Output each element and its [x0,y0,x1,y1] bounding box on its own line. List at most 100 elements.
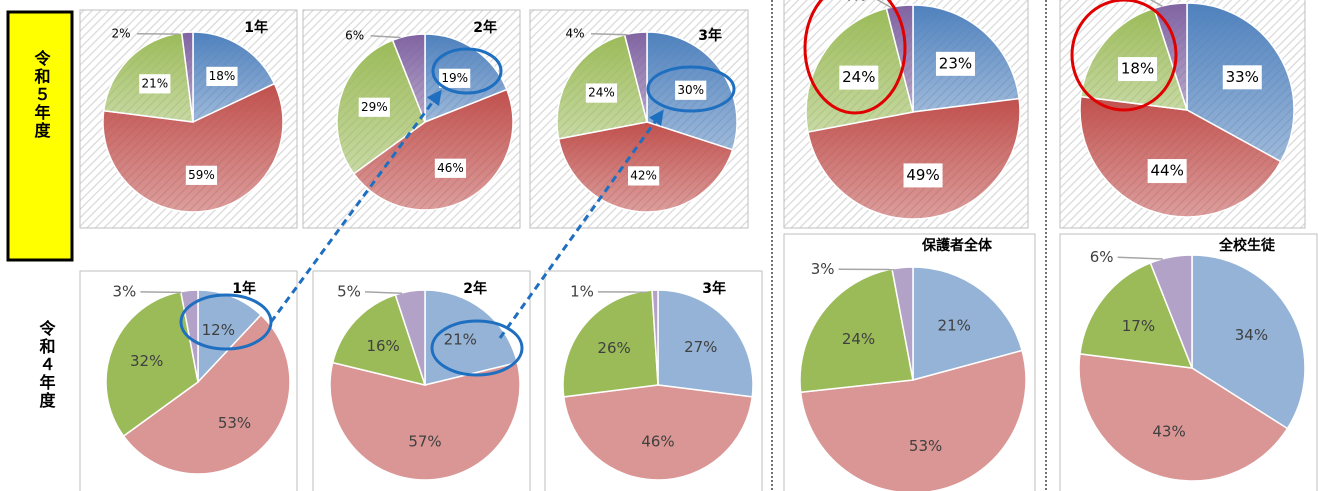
chart-title: 1年 [244,19,268,36]
label-box [1118,57,1158,82]
data-label: 12% [202,321,235,339]
pie-slice [912,266,1023,381]
label-box [185,165,218,185]
data-label: 44% [1150,162,1183,180]
data-label: 2% [111,26,130,40]
data-label: 3% [811,260,835,278]
label-box [439,68,471,88]
pie-slice [799,268,914,394]
data-label: 6% [1090,248,1114,266]
leader-line [364,291,403,294]
annotations [179,0,1178,377]
data-label: 46% [437,161,464,175]
data-label: 6% [345,28,364,42]
data-label: 30% [677,83,704,97]
pie-slice [885,4,914,113]
label-box [1222,65,1262,90]
data-label: 42% [630,168,657,182]
pie-slice [394,289,426,386]
label-box [585,83,618,103]
data-label: 34% [1235,326,1268,344]
pie-slice [657,289,754,398]
data-label: 16% [366,337,399,355]
leader-line [370,35,401,39]
data-label: 59% [188,168,215,182]
label-box [139,74,171,94]
chart-title: 保護者全体 [921,237,993,254]
data-label: 23% [939,54,972,72]
pie-slice [1079,261,1194,369]
arrow [498,109,664,339]
pie-slice [122,313,291,475]
data-label: 21% [141,76,168,90]
chart-title: 1年 [232,280,256,297]
leader-line [876,0,892,9]
chart-title: 2年 [463,280,487,297]
data-label: 26% [597,339,630,357]
data-label: 53% [909,437,942,455]
row-label: 令和４年度 [37,319,57,410]
data-label: 4% [565,26,584,40]
leader-line [140,291,182,294]
label-box [1147,159,1187,184]
data-label: 21% [938,317,971,335]
pie-slice [102,82,284,213]
highlight-ellipse [803,0,907,115]
chart-title: 3年 [698,27,722,44]
data-label: 3% [113,282,137,300]
data-label: 4% [843,0,867,4]
data-label: 27% [684,338,717,356]
label-box [839,65,879,90]
chart-title: 2年 [473,19,497,36]
chart-title: 全校生徒 [1218,237,1276,254]
data-label: 53% [218,414,251,432]
data-label: 17% [1122,317,1155,335]
data-label: 24% [842,330,875,348]
data-label: 24% [842,68,875,86]
pie-slice [1149,254,1193,369]
label-box [434,158,467,178]
pie-slice [391,33,426,123]
pie-slice [562,384,754,481]
pie-slice [105,290,199,438]
pie-slice [329,361,521,481]
highlight-ellipse [431,47,503,95]
highlight-ellipse [646,65,736,113]
pie-slice [180,31,194,123]
leader-line [590,33,628,36]
data-label: 18% [1121,60,1154,78]
label-box [675,80,707,100]
data-label: 57% [408,433,441,451]
label-box [628,166,660,186]
highlight-ellipse [430,319,524,377]
label-box [206,66,238,87]
pie-slice [807,97,1021,220]
pie-slice [424,289,519,386]
data-label: 32% [130,352,163,370]
label-box [935,51,975,76]
label-box [358,97,390,117]
data-label: 24% [588,86,615,100]
pie-slice [1079,95,1282,218]
chart-title: 3年 [702,280,726,297]
charts: 18% 59% 21% 2% 1年 19% 46% 29% 6% 2年 30% 42% 24% 4% 3年 2… [79,0,1318,491]
data-label: 21% [444,331,477,349]
data-label: 18% [209,69,236,83]
pie-slice [1078,352,1289,482]
data-label: 29% [361,100,388,114]
data-label: 33% [1226,68,1259,86]
data-label: 49% [906,166,939,184]
data-label: 19% [441,71,468,85]
leader-line [1149,0,1163,7]
row-label: 令和５年度 [32,49,52,140]
data-label: 5% [337,282,361,300]
row-label-box [6,10,74,262]
pie-slice [651,289,659,386]
leader-line [1117,256,1163,260]
data-label: 46% [641,433,674,451]
data-label: 43% [1152,422,1185,440]
data-label: 1% [570,282,594,300]
pie-slice [352,88,514,211]
pie-slice [331,293,427,387]
